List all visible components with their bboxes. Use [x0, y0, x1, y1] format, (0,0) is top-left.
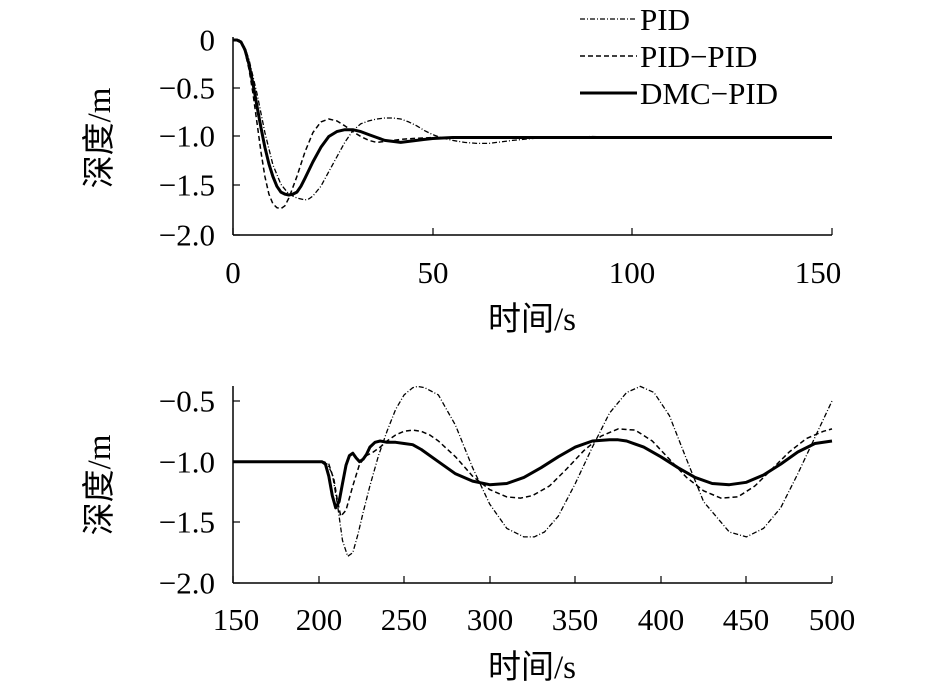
series-layer	[233, 38, 832, 210]
series-line-dash-dot	[233, 39, 832, 201]
x-tick-label: 400	[638, 602, 685, 637]
x-tick-label: 100	[609, 255, 656, 290]
y-axis-label: 深度/m	[81, 434, 118, 535]
x-tick-label: 200	[296, 602, 343, 637]
x-tick-label: 150	[213, 602, 260, 637]
y-tick-label: −1.0	[159, 445, 215, 480]
y-tick-label: −1.5	[159, 505, 215, 540]
legend-label-pid-pid: PID−PID	[640, 39, 757, 74]
x-axis-label: 时间/s	[488, 650, 576, 686]
y-tick-label: −1.5	[159, 168, 215, 203]
series-line-dashed	[233, 428, 833, 518]
y-tick-label: −1.0	[159, 119, 215, 154]
legend-label-pid: PID	[640, 2, 690, 37]
chart-top: 0 −0.5 −1.0 −1.5 −2.0 0 50 100 150 时间/s …	[81, 2, 841, 338]
x-tick-label: 250	[381, 602, 428, 637]
series-layer	[233, 385, 833, 557]
x-tick-label: 50	[418, 255, 449, 290]
y-tick-label: −2.0	[159, 566, 215, 601]
y-tick-label: 0	[200, 23, 216, 58]
series-line-dash-dot	[233, 385, 833, 557]
y-tick-label: −0.5	[159, 71, 215, 106]
legend: PID PID−PID DMC−PID	[580, 2, 778, 111]
x-tick-label: 300	[467, 602, 514, 637]
chart-bottom: −0.5 −1.0 −1.5 −2.0 150 200 250 300 350 …	[81, 384, 855, 687]
x-tick-label: 350	[552, 602, 599, 637]
y-tick-label: −0.5	[159, 384, 215, 419]
x-tick-label: 150	[795, 255, 842, 290]
x-tick-label: 0	[225, 255, 241, 290]
x-tick-label: 450	[723, 602, 770, 637]
x-tick-label: 500	[809, 602, 856, 637]
series-line-solid	[233, 38, 832, 197]
y-axis-label: 深度/m	[81, 87, 118, 188]
series-line-solid	[233, 438, 833, 510]
y-tick-label: −2.0	[159, 218, 215, 253]
series-line-dashed	[233, 39, 832, 210]
legend-label-dmc-pid: DMC−PID	[640, 76, 778, 111]
x-axis-label: 时间/s	[488, 302, 576, 338]
